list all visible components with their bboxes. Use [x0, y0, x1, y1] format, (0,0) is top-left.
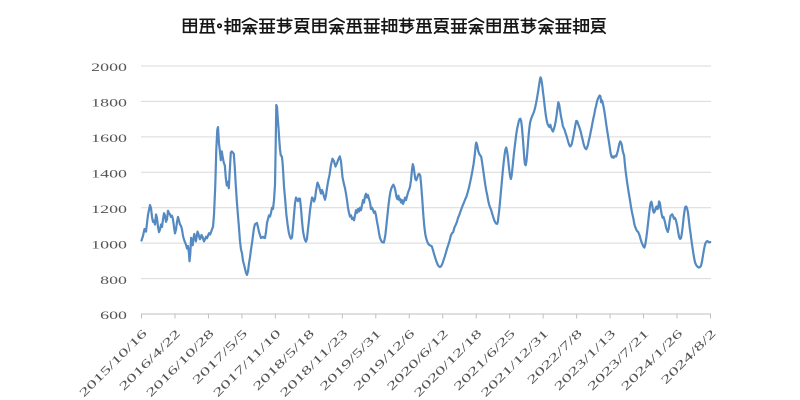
svg-text:1400: 1400: [91, 166, 127, 180]
svg-text:2000: 2000: [91, 60, 127, 74]
svg-text:1000: 1000: [91, 237, 127, 251]
svg-text:800: 800: [100, 273, 127, 287]
svg-text:1800: 1800: [91, 96, 127, 110]
svg-text:600: 600: [100, 308, 127, 322]
svg-text:1200: 1200: [91, 202, 127, 216]
svg-text:1600: 1600: [91, 131, 127, 145]
